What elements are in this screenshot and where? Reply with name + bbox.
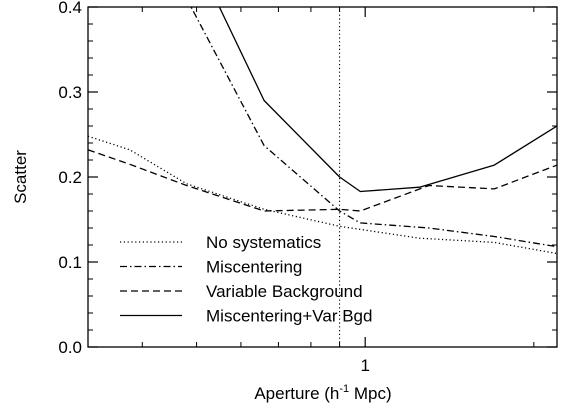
legend: No systematics Miscentering Variable Backg…	[120, 233, 372, 326]
plot-area	[88, 7, 557, 347]
x-axis-label-main: Aperture (h	[254, 384, 339, 403]
x-axis-label: Aperture (h-1 Mpc)	[254, 383, 391, 403]
y-tick-label: 0.1	[58, 253, 82, 272]
y-tick-label: 0.4	[58, 0, 82, 17]
x-axis-label-end: Mpc)	[349, 384, 392, 403]
legend-label-1: No systematics	[206, 233, 321, 252]
x-axis-label-superscript: -1	[339, 383, 349, 395]
x-tick-label: 1	[360, 356, 369, 375]
legend-label-3: Variable Background	[206, 282, 363, 301]
series-line-3	[88, 149, 557, 212]
legend-label-2: Miscentering	[206, 258, 302, 277]
legend-label-4: Miscentering+Var Bgd	[206, 307, 372, 326]
y-tick-label: 0.3	[58, 83, 82, 102]
y-axis-label: Scatter	[11, 150, 30, 204]
series-line-4	[218, 7, 557, 193]
series-line-2	[190, 7, 557, 248]
tick-labels: 0.0 0.1 0.2 0.3 0.4 1	[58, 0, 370, 375]
y-tick-label: 0.2	[58, 168, 82, 187]
axis-ticks	[88, 6, 557, 348]
y-tick-label: 0.0	[58, 338, 82, 357]
